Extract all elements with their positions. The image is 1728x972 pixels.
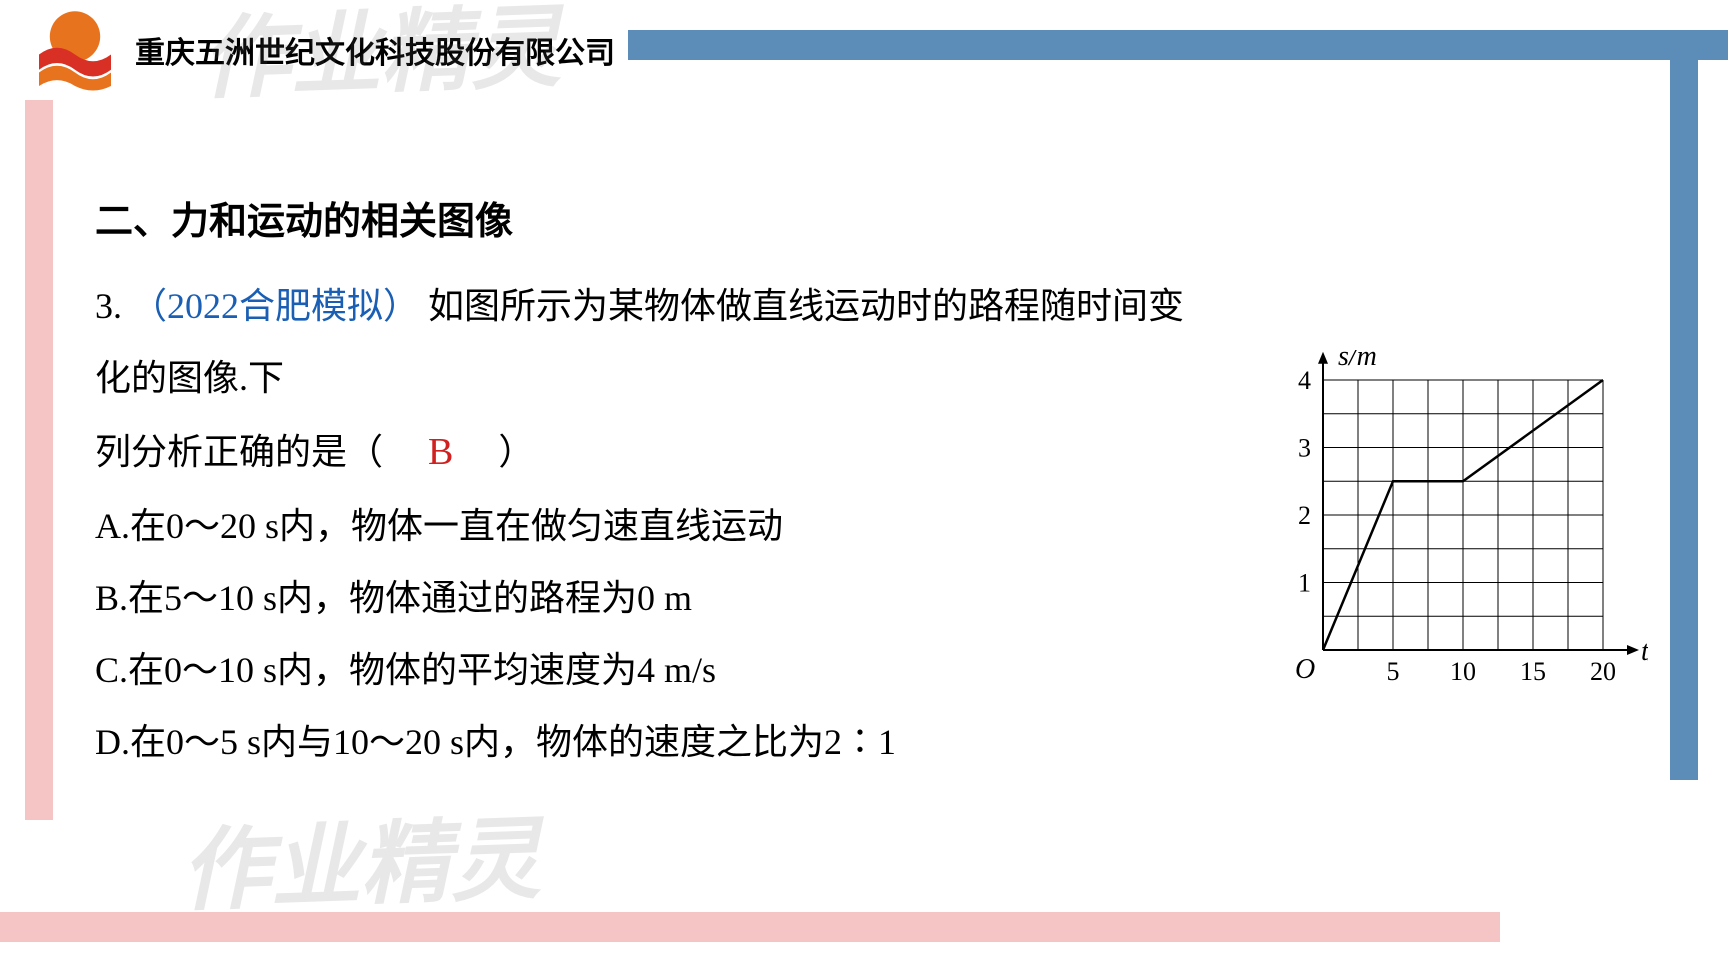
physics-graph: s/m t/s O 5 10 15 20 1 2 3 4 <box>1268 350 1648 690</box>
svg-text:1: 1 <box>1298 569 1311 598</box>
svg-text:15: 15 <box>1520 657 1546 686</box>
question-source: （2022合肥模拟） <box>131 286 419 326</box>
watermark-top: 作业精灵 <box>198 0 562 116</box>
answer-letter: B <box>428 431 453 473</box>
section-title: 二、力和运动的相关图像 <box>95 190 1655 245</box>
svg-text:4: 4 <box>1298 366 1311 395</box>
question-suffix: ） <box>498 432 534 472</box>
company-logo-icon <box>30 5 120 95</box>
left-decoration-bar <box>25 100 53 820</box>
right-decoration-bar <box>1670 60 1698 780</box>
svg-text:20: 20 <box>1590 657 1616 686</box>
svg-text:10: 10 <box>1450 657 1476 686</box>
svg-text:O: O <box>1295 654 1315 685</box>
svg-text:s/m: s/m <box>1338 350 1377 372</box>
svg-text:t/s: t/s <box>1641 636 1648 667</box>
option-d: D.在0～5 s内与10～20 s内，物体的速度之比为2∶1 <box>95 706 1655 778</box>
svg-text:5: 5 <box>1387 657 1400 686</box>
question-body: 3. （2022合肥模拟） 如图所示为某物体做直线运动时的路程随时间变化的图像.… <box>95 270 1215 414</box>
question-number: 3. <box>95 286 122 326</box>
graph-svg: s/m t/s O 5 10 15 20 1 2 3 4 <box>1268 350 1648 690</box>
question-line2: 列分析正确的是（ B ） <box>95 414 1215 490</box>
svg-text:2: 2 <box>1298 501 1311 530</box>
question-prefix: 列分析正确的是（ <box>95 432 383 472</box>
watermark-bottom: 作业精灵 <box>178 786 542 928</box>
svg-text:3: 3 <box>1298 434 1311 463</box>
